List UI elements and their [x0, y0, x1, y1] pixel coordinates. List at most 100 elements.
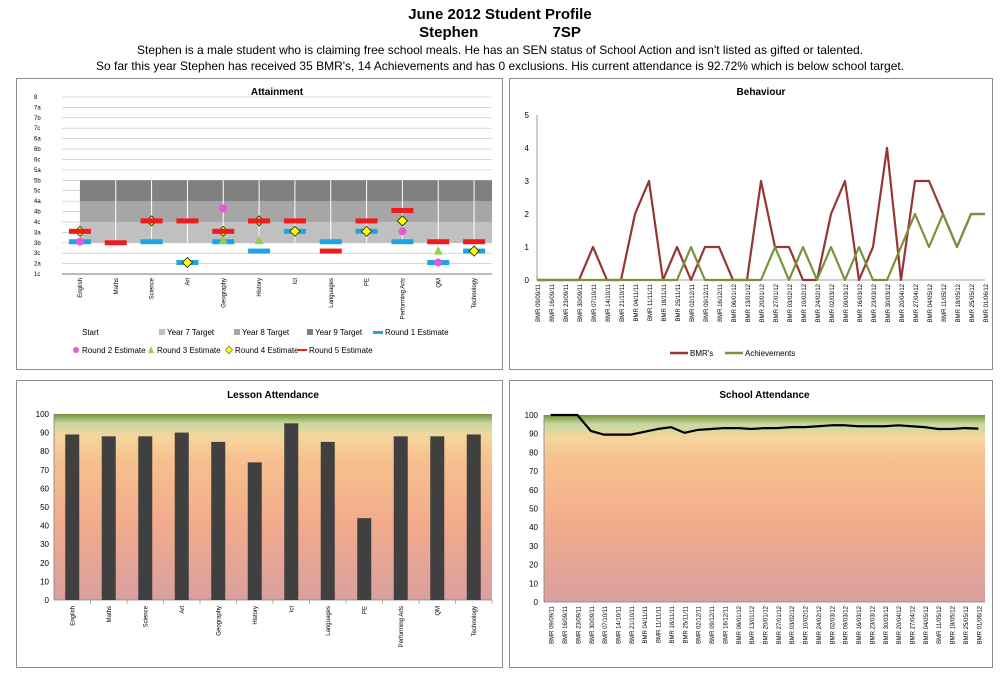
- summary-line-1: Stephen is a male student who is claimin…: [136, 43, 864, 57]
- lesson-category-label: Technology: [472, 606, 478, 636]
- behaviour-x-tick: BMR 20/01/12: [760, 283, 766, 322]
- attainment-category-label: Geography: [221, 278, 227, 308]
- attainment-legend-label: Year 8 Target: [242, 328, 290, 337]
- behaviour-x-tick: BMR 30/03/12: [886, 283, 892, 322]
- lesson-category-label: PE: [362, 606, 368, 614]
- school-y-tick: 90: [529, 430, 538, 439]
- lesson-bar: [65, 434, 80, 600]
- attainment-y-tick: 5b: [34, 178, 41, 184]
- lesson-category-label: Art: [180, 606, 186, 614]
- behaviour-x-tick: BMR 11/05/12: [942, 283, 948, 322]
- attainment-legend-label: Round 3 Estimate: [157, 346, 221, 355]
- lesson-bar: [284, 423, 299, 600]
- attainment-marker-bar: [355, 218, 378, 224]
- behaviour-x-tick: BMR 03/02/12: [788, 283, 794, 322]
- school-y-tick: 100: [525, 411, 539, 420]
- attainment-category-label: Technology: [472, 278, 478, 308]
- behaviour-y-tick: 0: [525, 276, 530, 285]
- lesson-bar: [174, 432, 189, 600]
- behaviour-x-tick: BMR 16/09/11: [550, 283, 556, 322]
- school-attendance-chart: School Attendance 0 10 20 30 40 50 60 70 80 90 100 B…: [509, 380, 993, 668]
- attainment-category-label: Art: [185, 278, 191, 286]
- behaviour-x-tick: BMR 02/03/12: [830, 283, 836, 322]
- lesson-category-label: Science: [143, 605, 149, 627]
- summary-line-2: So far this year Stephen has received 35…: [95, 59, 905, 73]
- school-x-tick: BMR 20/04/12: [897, 605, 903, 644]
- lesson-bar: [320, 441, 335, 600]
- attainment-legend-swatch: [73, 347, 79, 353]
- school-attendance-chart-svg: School Attendance 0 10 20 30 40 50 60 70 80 90 100 B…: [525, 390, 985, 644]
- behaviour-x-tick: BMR 01/06/12: [984, 283, 990, 322]
- attainment-legend-swatch: [373, 331, 383, 334]
- attainment-marker-circle: [219, 204, 228, 213]
- school-y-tick: 50: [529, 505, 538, 514]
- attainment-y-tick: 3a: [34, 230, 41, 236]
- school-x-tick: BMR 01/06/12: [977, 605, 983, 644]
- student-line: Stephen 7SP: [0, 24, 1000, 42]
- lesson-y-tick: 90: [40, 429, 49, 438]
- attainment-y-tick: 5c: [34, 189, 40, 195]
- lesson-y-tick: 80: [40, 447, 49, 456]
- behaviour-legend-label: BMR's: [690, 349, 713, 358]
- school-attendance-line: [550, 413, 979, 436]
- attainment-category-label: QM: [436, 278, 442, 288]
- lesson-category-label: Geography: [216, 606, 222, 636]
- school-x-tick: BMR 10/02/12: [804, 605, 810, 644]
- student-form: 7SP: [552, 24, 581, 41]
- attainment-category-label: English: [78, 278, 84, 298]
- lesson-y-tick: 100: [36, 410, 50, 419]
- attainment-legend-swatch: [225, 345, 233, 355]
- attainment-category-label: Languages: [329, 278, 335, 308]
- lesson-y-tick: 30: [40, 540, 49, 549]
- school-y-tick: 0: [534, 598, 539, 607]
- lesson-y-tick: 20: [40, 559, 49, 568]
- attainment-marker-triangle: [254, 235, 264, 245]
- behaviour-x-tick: BMR 10/02/12: [802, 283, 808, 322]
- behaviour-x-tick: BMR 02/12/11: [690, 283, 696, 322]
- school-x-tick: BMR 02/03/12: [830, 605, 836, 644]
- attainment-marker-bar: [283, 218, 306, 224]
- attainment-legend-swatch: [159, 329, 165, 335]
- lesson-y-tick: 60: [40, 484, 49, 493]
- school-x-tick: BMR 20/01/12: [764, 605, 770, 644]
- attainment-legend-label: Year 9 Target: [315, 328, 363, 337]
- attainment-marker-bar: [463, 239, 486, 245]
- attainment-legend-label: Round 4 Estimate: [235, 346, 299, 355]
- behaviour-x-tick: BMR 25/11/11: [676, 283, 682, 321]
- attainment-marker-bar: [104, 240, 127, 246]
- attainment-marker-circle: [75, 237, 84, 246]
- school-x-tick: BMR 11/11/11: [657, 605, 663, 643]
- attainment-y-tick: 6c: [34, 157, 40, 163]
- attainment-marker-diamond: [361, 225, 373, 237]
- behaviour-legend-label: Achievements: [745, 349, 795, 358]
- behaviour-x-tick: BMR 14/10/11: [606, 283, 612, 322]
- school-x-tick: BMR 18/11/11: [670, 605, 676, 643]
- school-x-tick: BMR 27/04/12: [911, 605, 917, 644]
- behaviour-x-tick: BMR 16/12/11: [718, 283, 724, 322]
- attainment-y-tick: 7a: [34, 105, 41, 111]
- lesson-bar: [466, 434, 481, 600]
- behaviour-x-tick: BMR 24/02/12: [816, 283, 822, 322]
- attainment-marker-dash: [319, 239, 342, 245]
- school-x-tick: BMR 03/02/12: [790, 605, 796, 644]
- attainment-y-tick: 6a: [34, 137, 41, 143]
- behaviour-x-tick: BMR 06/01/12: [732, 283, 738, 322]
- attainment-category-label: Ict: [293, 278, 299, 285]
- lesson-bar: [247, 462, 262, 600]
- student-name: Stephen: [419, 24, 479, 41]
- lesson-category-label: Performing Arts: [399, 606, 405, 647]
- attainment-y-tick: 7b: [34, 116, 41, 122]
- school-x-tick: BMR 16/03/12: [857, 605, 863, 644]
- lesson-y-tick: 50: [40, 503, 49, 512]
- attainment-marker-bar: [427, 239, 450, 245]
- school-x-tick: BMR 04/11/11: [643, 605, 649, 643]
- attainment-y-tick: 8: [34, 95, 38, 101]
- attainment-marker-circle: [434, 258, 443, 267]
- school-x-tick: BMR 09/03/12: [844, 605, 850, 644]
- lesson-category-label: History: [253, 606, 259, 625]
- behaviour-x-tick: BMR 21/10/11: [620, 283, 626, 322]
- attainment-y-tick: 4c: [34, 220, 40, 226]
- school-y-tick: 30: [529, 542, 538, 551]
- lesson-y-tick: 10: [40, 577, 49, 586]
- school-x-tick: BMR 11/05/12: [937, 605, 943, 644]
